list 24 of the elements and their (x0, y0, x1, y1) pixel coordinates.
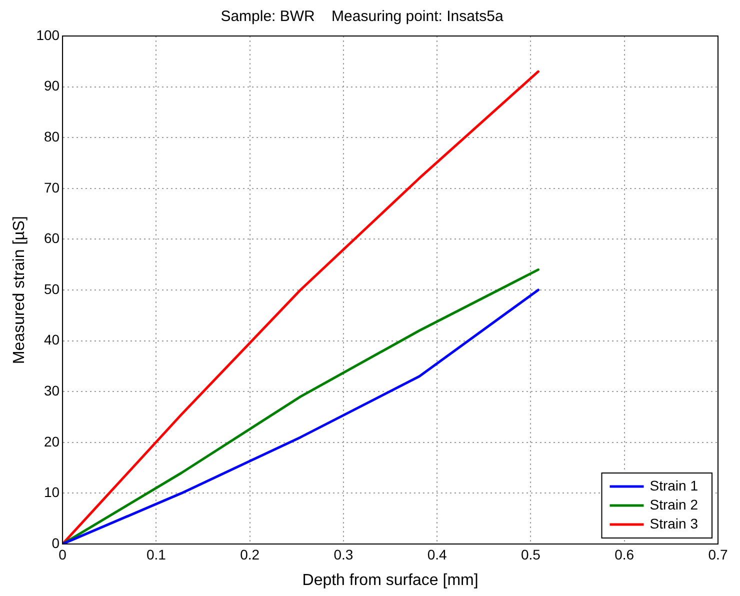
y-tick-label: 90 (44, 78, 60, 94)
x-tick-label: 0.1 (146, 546, 166, 562)
y-tick-label: 40 (44, 332, 60, 348)
y-axis-title: Measured strain [µS] (11, 216, 28, 364)
y-tick-label: 20 (44, 433, 60, 450)
y-tick-label: 70 (44, 179, 60, 196)
x-tick-label: 0.7 (708, 546, 728, 562)
x-tick-label: 0.4 (427, 546, 448, 562)
y-tick-label: 50 (44, 280, 60, 297)
x-axis-title: Depth from surface [mm] (302, 572, 478, 589)
y-tick-label: 30 (44, 382, 60, 398)
x-tick-label: 0.5 (520, 546, 541, 562)
x-tick-label: 0.2 (240, 546, 260, 562)
y-tick-label: 60 (44, 230, 60, 246)
x-tick-label: 0.6 (614, 546, 634, 562)
legend-label: Strain 2 (650, 496, 698, 512)
legend-label: Strain 1 (650, 477, 698, 494)
chart-title: Sample: BWR Measuring point: Insats5a (220, 8, 504, 26)
y-tick-label: 80 (44, 128, 60, 144)
x-tick-label: 0.3 (334, 546, 354, 562)
legend-label: Strain 3 (650, 515, 698, 532)
y-tick-label: 0 (52, 534, 60, 551)
y-tick-label: 10 (44, 484, 60, 500)
y-tick-label: 100 (36, 26, 60, 43)
